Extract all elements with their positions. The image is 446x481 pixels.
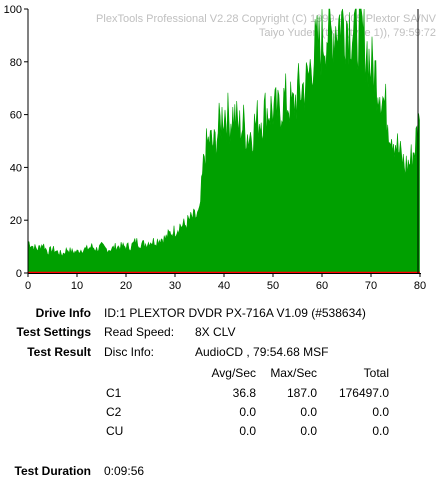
y-tick-label: 100 [4, 4, 22, 16]
y-tick-label: 20 [10, 215, 22, 227]
disc-info-key: Disc Info: [104, 345, 155, 359]
x-tick-label: 50 [267, 280, 279, 292]
y-tick-label: 80 [10, 57, 22, 69]
c1-max: 187.0 [286, 386, 317, 400]
x-tick-label: 20 [120, 280, 132, 292]
read-speed-key: Read Speed: [104, 325, 175, 339]
x-tick-label: 10 [71, 280, 83, 292]
header-avg: Avg/Sec [211, 366, 256, 380]
c2-avg: 0.0 [239, 405, 256, 419]
disc-info-value: AudioCD , 79:54.68 MSF [195, 345, 329, 359]
header-total: Total [363, 366, 389, 380]
read-speed-value: 8X CLV [195, 325, 236, 339]
x-tick-label: 0 [25, 280, 31, 292]
c1-area [27, 8, 420, 274]
y-tick-label: 60 [10, 110, 22, 122]
y-tick-label: 0 [16, 268, 22, 280]
row-label-cu: CU [106, 424, 124, 438]
x-tick-label: 70 [365, 280, 377, 292]
y-tick-label: 40 [10, 162, 22, 174]
c1-c2-chart: PlexTools Professional V2.28 Copyright (… [4, 4, 437, 292]
c1-total: 176497.0 [338, 386, 389, 400]
x-tick-label: 30 [169, 280, 181, 292]
x-tick-label: 80 [414, 280, 426, 292]
test-duration-value: 0:09:56 [104, 464, 145, 478]
cu-max: 0.0 [300, 424, 317, 438]
x-tick-label: 60 [316, 280, 328, 292]
y-tick-labels: 0 20 40 60 80 100 [4, 4, 28, 280]
series-layer [27, 8, 420, 274]
series-c1 [27, 8, 420, 274]
c1-avg: 36.8 [232, 386, 256, 400]
x-tick-label: 40 [218, 280, 230, 292]
c2-max: 0.0 [300, 405, 317, 419]
test-settings-label: Test Settings [16, 325, 91, 339]
chart-title: PlexTools Professional V2.28 Copyright (… [96, 13, 437, 25]
c2-total: 0.0 [372, 405, 389, 419]
drive-info-value: ID:1 PLEXTOR DVDR PX-716A V1.09 (#538634… [104, 306, 366, 320]
header-max: Max/Sec [270, 366, 317, 380]
row-label-c2: C2 [106, 405, 122, 419]
drive-info-label: Drive Info [35, 306, 91, 320]
x-tick-labels: 0 10 20 30 40 50 60 70 80 [25, 273, 426, 292]
test-result-label: Test Result [27, 345, 91, 359]
test-duration-label: Test Duration [14, 464, 91, 478]
cu-avg: 0.0 [239, 424, 256, 438]
row-label-c1: C1 [106, 386, 122, 400]
cu-total: 0.0 [372, 424, 389, 438]
